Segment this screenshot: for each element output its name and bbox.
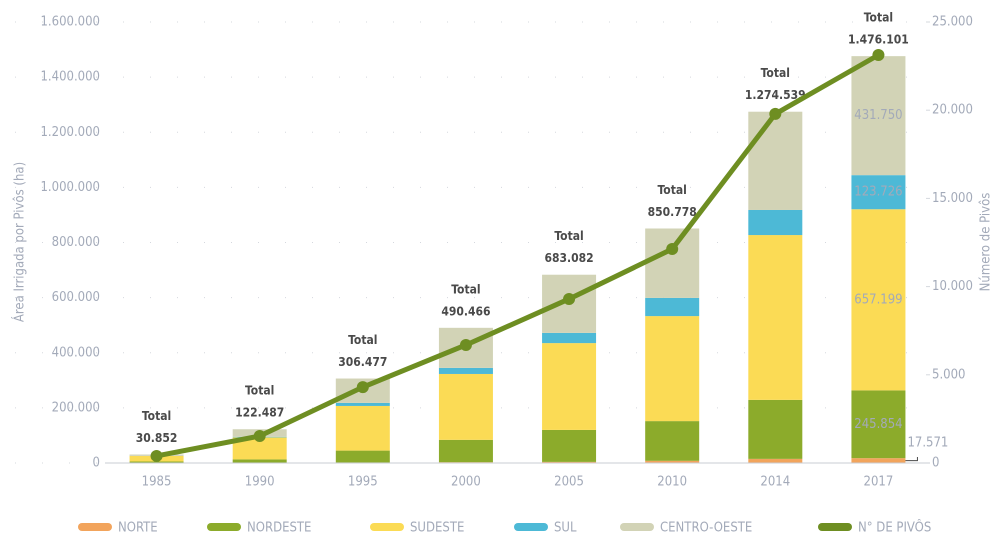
bar-segment xyxy=(129,461,184,463)
bar-segment xyxy=(851,175,906,210)
total-word: Total xyxy=(451,282,480,296)
bar-segment xyxy=(542,343,597,430)
bar-segment xyxy=(645,460,700,463)
leader-line xyxy=(905,457,918,462)
pivot-point xyxy=(356,381,369,394)
bar-segment xyxy=(645,228,700,298)
pivot-line xyxy=(156,52,880,459)
x-tick-label: 1995 xyxy=(348,475,378,490)
bar-segment xyxy=(438,439,493,463)
bar-segment xyxy=(232,437,287,460)
legend-swatch xyxy=(818,523,852,531)
legend-label: NORTE xyxy=(118,521,158,536)
x-tick-label: 1985 xyxy=(142,475,172,490)
y-tick-label: 1.000.000 xyxy=(40,180,100,195)
total-label: 850.778 xyxy=(648,205,697,219)
y2-tick-label: 25.000 xyxy=(932,15,973,30)
y2-axis-label: Número de Pivôs xyxy=(979,193,994,292)
value-label: 17.571 xyxy=(907,436,948,451)
bar-segment xyxy=(438,367,493,374)
value-label: 657.199 xyxy=(854,292,902,307)
y-tick-label: 400.000 xyxy=(52,345,100,360)
y-tick-label: 800.000 xyxy=(52,235,100,250)
bar-segment xyxy=(851,56,906,176)
y-tick-label: 1.400.000 xyxy=(40,70,100,85)
x-tick-label: 2000 xyxy=(451,475,481,490)
total-label: 1.274.539 xyxy=(745,88,806,102)
x-tick-label: 1990 xyxy=(245,475,275,490)
bar-segment xyxy=(851,458,906,463)
bar-segment xyxy=(748,399,803,459)
legend-label: SUL xyxy=(554,521,577,536)
bar-segment xyxy=(645,421,700,461)
y2-tick-label: 5.000 xyxy=(932,367,965,382)
bar-segment xyxy=(748,209,803,236)
bar-segment xyxy=(645,297,700,317)
y2-tick-label: 15.000 xyxy=(932,191,973,206)
legend-label: CENTRO-OESTE xyxy=(660,521,752,536)
bar-segment xyxy=(335,450,390,463)
total-label: 122.487 xyxy=(235,406,284,420)
x-tick-label: 2017 xyxy=(864,475,894,490)
bar-segment xyxy=(335,405,390,451)
total-word: Total xyxy=(348,333,377,347)
y-tick-label: 200.000 xyxy=(52,400,100,415)
pivot-point xyxy=(459,338,472,351)
total-label: 306.477 xyxy=(338,355,387,369)
legend-swatch xyxy=(207,523,241,531)
y2-tick-label: 20.000 xyxy=(932,103,973,118)
total-word: Total xyxy=(142,409,171,423)
legend-label: SUDESTE xyxy=(410,521,464,536)
value-label: 245.854 xyxy=(854,417,902,432)
y-tick-label: 1.200.000 xyxy=(40,125,100,140)
legend-label: NORDESTE xyxy=(247,521,311,536)
legend-label: N° DE PIVÔS xyxy=(858,520,931,536)
bar-segment xyxy=(851,209,906,391)
legend-swatch xyxy=(620,523,654,531)
total-word: Total xyxy=(554,229,583,243)
pivot-point xyxy=(150,449,163,462)
value-label: 123.726 xyxy=(854,185,902,200)
legend-swatch xyxy=(514,523,548,531)
x-tick-label: 2005 xyxy=(554,475,584,490)
legend-swatch xyxy=(78,523,112,531)
bar-segment xyxy=(748,458,803,463)
bar-segment xyxy=(748,235,803,400)
bar-segment xyxy=(232,459,287,463)
bar-segment xyxy=(542,461,597,463)
pivot-point xyxy=(253,430,266,443)
x-tick-label: 2010 xyxy=(657,475,687,490)
total-label: 1.476.101 xyxy=(848,33,909,47)
x-tick-label: 2014 xyxy=(760,475,790,490)
pivot-point xyxy=(872,48,885,61)
bar-segment xyxy=(748,111,803,210)
total-word: Total xyxy=(245,384,274,398)
bar-segment xyxy=(438,373,493,440)
total-label: 683.082 xyxy=(544,251,593,265)
bar-segment xyxy=(851,390,906,459)
y-axis-label: Área Irrigada por Pivôs (ha) xyxy=(12,162,28,322)
total-word: Total xyxy=(761,66,790,80)
bar-segment xyxy=(542,429,597,462)
y-tick-label: 600.000 xyxy=(52,290,100,305)
legend-swatch xyxy=(370,523,404,531)
y2-tick-label: 10.000 xyxy=(932,279,973,294)
y-tick-label: 1.600.000 xyxy=(40,15,100,30)
y2-tick-label: 0 xyxy=(932,456,939,471)
bar-segment xyxy=(645,316,700,422)
total-word: Total xyxy=(658,183,687,197)
bar-segment xyxy=(542,332,597,344)
total-label: 30.852 xyxy=(136,431,178,445)
pivot-point xyxy=(563,292,576,305)
pivot-point xyxy=(769,107,782,120)
total-word: Total xyxy=(864,11,893,25)
pivot-point xyxy=(666,243,679,256)
total-label: 490.466 xyxy=(441,304,490,318)
value-label: 431.750 xyxy=(854,108,902,123)
bar-segment xyxy=(335,402,390,406)
